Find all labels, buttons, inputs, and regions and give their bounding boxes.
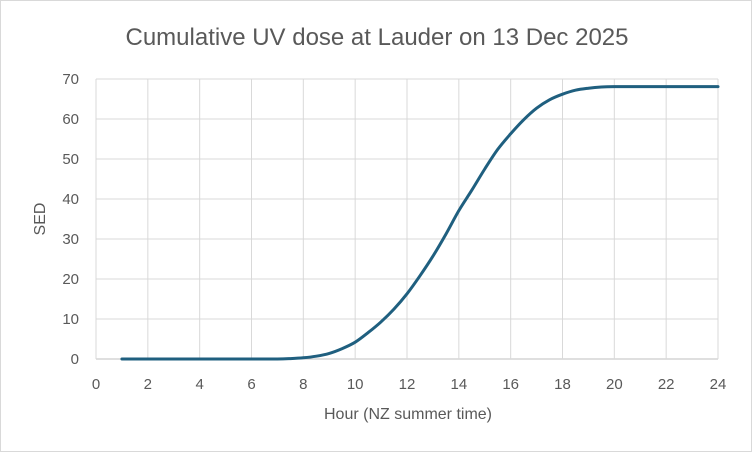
x-tick-label: 24 xyxy=(710,376,727,393)
series-line xyxy=(120,85,720,361)
x-tick-label: 10 xyxy=(347,376,364,393)
y-tick-label: 10 xyxy=(62,311,79,328)
y-tick-label: 70 xyxy=(62,71,79,88)
x-tick-label: 6 xyxy=(247,376,255,393)
x-tick-label: 20 xyxy=(606,376,623,393)
y-tick-label: 0 xyxy=(71,351,79,368)
chart-title: Cumulative UV dose at Lauder on 13 Dec 2… xyxy=(126,24,629,51)
x-tick-label: 8 xyxy=(299,376,307,393)
y-tick-label: 30 xyxy=(62,231,79,248)
x-tick-label: 14 xyxy=(450,376,467,393)
x-tick-label: 12 xyxy=(399,376,416,393)
x-tick-label: 0 xyxy=(92,376,100,393)
y-tick-label: 50 xyxy=(62,151,79,168)
grid-lines xyxy=(95,78,719,360)
x-tick-label: 22 xyxy=(658,376,675,393)
x-tick-label: 2 xyxy=(144,376,152,393)
y-tick-label: 20 xyxy=(62,271,79,288)
y-axis-label: SED xyxy=(32,203,49,236)
x-tick-label: 18 xyxy=(554,376,571,393)
y-tick-label: 40 xyxy=(62,191,79,208)
x-tick-label: 16 xyxy=(502,376,519,393)
x-tick-label: 4 xyxy=(195,376,203,393)
series-layer xyxy=(120,85,720,361)
x-axis-label: Hour (NZ summer time) xyxy=(324,406,492,423)
y-tick-label: 60 xyxy=(62,111,79,128)
